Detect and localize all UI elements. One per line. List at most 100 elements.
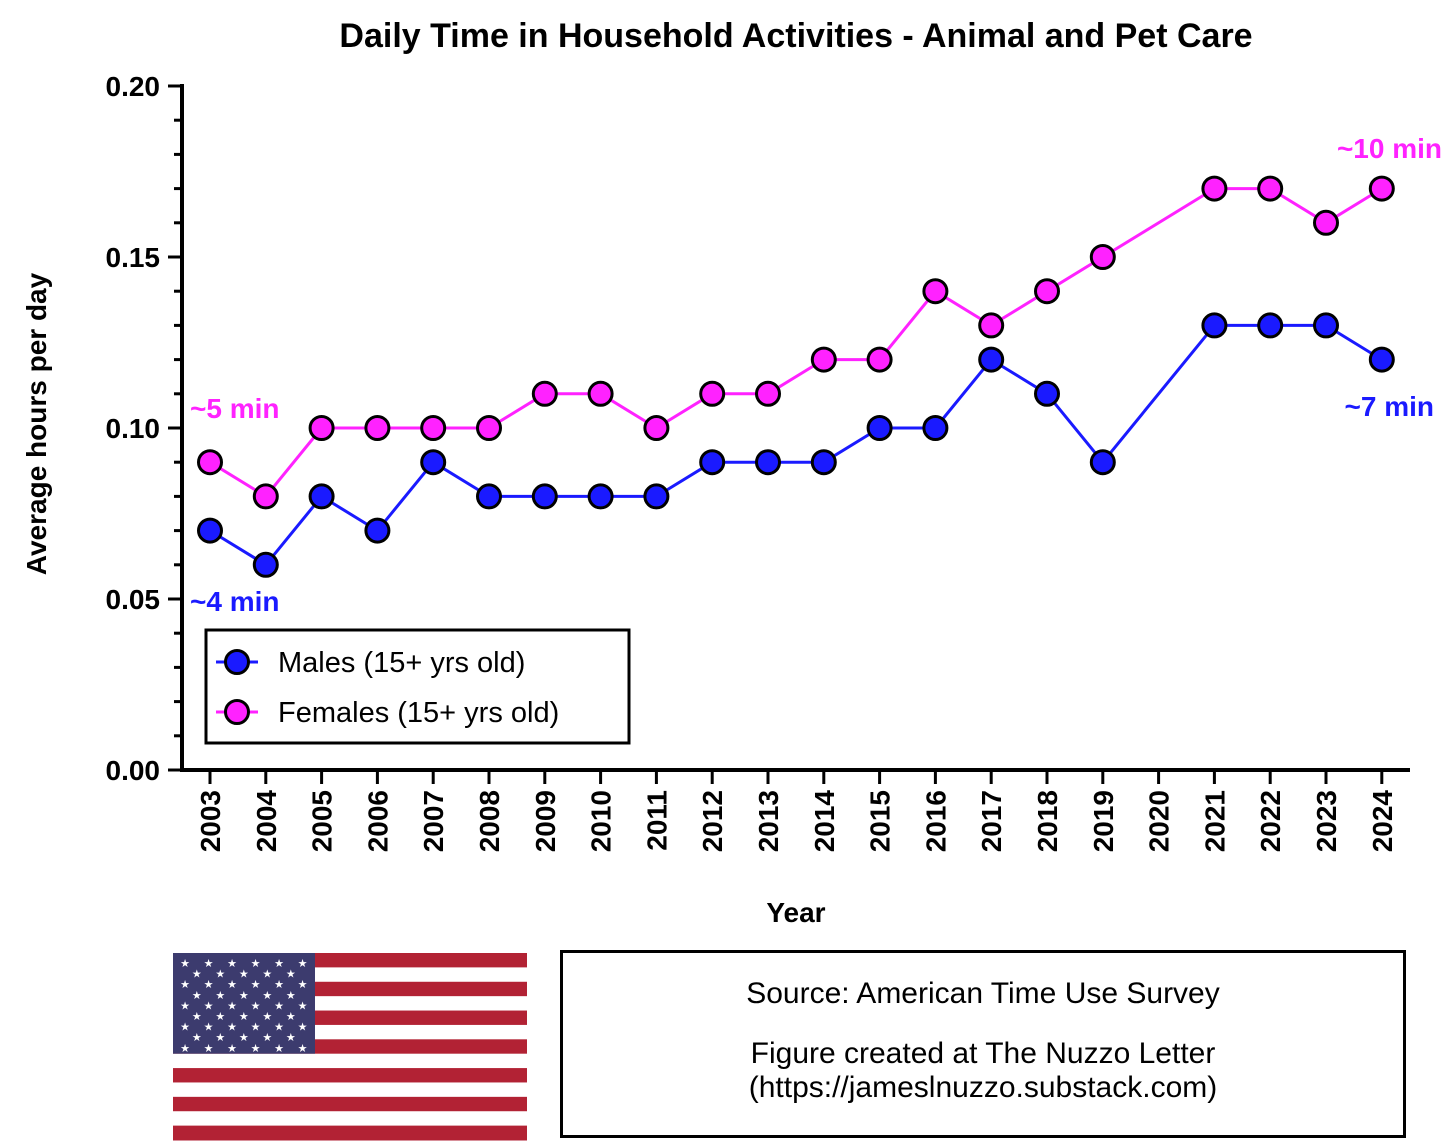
males-point-2015 [866, 415, 893, 441]
flag-star: ★ [298, 957, 308, 970]
flag-star: ★ [274, 978, 284, 991]
males-point-2021 [1201, 312, 1228, 339]
annotation-label: ~7 min [1345, 391, 1434, 422]
x-tick-label: 2003 [195, 790, 226, 852]
x-tick-label: 2011 [641, 790, 672, 851]
females-point-2012 [699, 380, 726, 407]
x-tick-label: 2016 [920, 790, 951, 852]
flag-star: ★ [227, 1042, 237, 1055]
flag-star: ★ [274, 999, 284, 1012]
flag-star: ★ [274, 1042, 284, 1055]
series-markers [197, 175, 1395, 578]
y-tick-label: 0.00 [106, 755, 161, 786]
flag-star: ★ [180, 999, 190, 1012]
series-lines [209, 187, 1383, 567]
flag-star: ★ [298, 1042, 308, 1055]
females-point-2010 [587, 380, 614, 407]
flag-star: ★ [298, 978, 308, 991]
females-legend-marker [224, 699, 250, 725]
flag-star: ★ [192, 1031, 202, 1044]
y-tick-label: 0.05 [106, 584, 161, 615]
flag-star: ★ [215, 968, 225, 981]
males-point-2016 [922, 415, 949, 441]
x-tick-label: 2004 [251, 790, 282, 853]
flag-star: ★ [262, 1010, 272, 1023]
males-legend-marker [224, 649, 250, 675]
flag-star: ★ [298, 1021, 308, 1034]
females-legend-label: Females (15+ yrs old) [278, 697, 559, 729]
males-point-2011 [643, 483, 670, 510]
flag-star: ★ [215, 1010, 225, 1023]
us-flag-image: ★ ★ ★ ★ ★ ★★ ★ ★ ★ ★★ ★ ★ ★ ★ ★★ ★ ★ ★ ★★ ★ ★ ★ ★ ★★ ★ ★ ★ ★★ ★ ★ ★ ★ ★★… [173, 953, 527, 1141]
males-point-2017 [978, 346, 1005, 373]
flag-star: ★ [227, 957, 237, 970]
females-point-2013 [755, 380, 781, 407]
flag-red-stripe [173, 1096, 527, 1112]
x-tick-label: 2013 [753, 790, 784, 852]
y-tick-label: 0.20 [106, 71, 161, 102]
males-point-2008 [476, 483, 502, 510]
flag-star: ★ [180, 1042, 190, 1055]
flag-star: ★ [251, 1042, 261, 1055]
x-tick-label: 2008 [474, 790, 505, 852]
flag-star: ★ [286, 1031, 296, 1044]
flag-star: ★ [215, 1031, 225, 1044]
flag-star: ★ [239, 968, 249, 981]
flag-star: ★ [239, 1031, 249, 1044]
females-point-2008 [476, 415, 502, 441]
females-point-2022 [1257, 175, 1284, 202]
flag-star: ★ [227, 999, 237, 1012]
x-tick-label: 2009 [530, 790, 561, 852]
flag-star: ★ [286, 968, 296, 981]
females-point-2018 [1034, 278, 1060, 305]
females-point-2023 [1313, 209, 1339, 236]
flag-star: ★ [274, 957, 284, 970]
x-tick-label: 2020 [1144, 790, 1175, 852]
males-point-2009 [531, 483, 558, 510]
females-point-2017 [978, 312, 1005, 339]
flag-star: ★ [286, 1010, 296, 1023]
flag-star: ★ [204, 999, 214, 1012]
males-point-2018 [1034, 380, 1060, 407]
males-point-2007 [420, 449, 447, 476]
females-point-2009 [531, 380, 558, 407]
axes: 0.00 0.05 0.10 0.15 0.20 2003 2004 2005 2006 2007… [106, 71, 1410, 853]
credit-text: Figure created at The Nuzzo Letter [750, 1037, 1216, 1070]
females-point-2004 [252, 483, 279, 510]
x-tick-label: 2022 [1255, 790, 1286, 852]
flag-star: ★ [204, 957, 214, 970]
males-point-2012 [699, 449, 726, 476]
flag-star: ★ [204, 1021, 214, 1034]
flag-star: ★ [204, 1042, 214, 1055]
flag-star: ★ [298, 999, 308, 1012]
flag-red-stripe [173, 1068, 527, 1083]
annotations: ~5 min ~4 min ~10 min ~7 min [190, 133, 1442, 617]
y-tick-label: 0.10 [106, 413, 161, 444]
males-point-2014 [810, 449, 837, 476]
x-tick-label: 2014 [809, 790, 840, 853]
flag-star: ★ [180, 1021, 190, 1034]
x-tick-label: 2007 [418, 790, 449, 852]
females-point-2014 [810, 346, 837, 373]
source-box: Source: American Time Use Survey Figure … [560, 950, 1406, 1138]
credit-url: (https://jameslnuzzo.substack.com) [748, 1071, 1218, 1104]
x-tick-label: 2010 [586, 790, 617, 852]
flag-white-stripe [173, 1082, 527, 1098]
x-tick-label: 2017 [976, 790, 1007, 852]
y-tick-label: 0.15 [106, 242, 161, 273]
flag-white-stripe [173, 1053, 527, 1069]
flag-white-stripe [173, 1111, 527, 1127]
flag-star: ★ [251, 999, 261, 1012]
annotation-label: ~4 min [190, 586, 279, 617]
females-point-2003 [197, 449, 223, 476]
females-point-2016 [922, 278, 949, 305]
males-point-2019 [1089, 449, 1116, 476]
flag-star: ★ [192, 1010, 202, 1023]
females-point-2024 [1368, 175, 1395, 202]
females-point-2007 [420, 415, 447, 441]
legend-box [204, 628, 631, 745]
flag-star: ★ [286, 989, 296, 1002]
x-tick-label: 2021 [1199, 790, 1230, 852]
x-tick-label: 2019 [1088, 790, 1119, 852]
